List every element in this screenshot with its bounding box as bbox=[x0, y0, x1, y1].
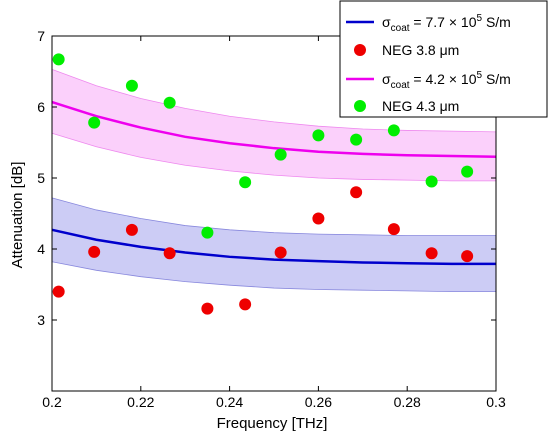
data-point-series-2 bbox=[52, 53, 65, 66]
uncertainty-band-2 bbox=[52, 69, 496, 181]
y-axis-ticks: 3 4 5 6 7 bbox=[37, 28, 496, 328]
data-point-series-1 bbox=[387, 223, 400, 236]
x-tick-label: 0.2 bbox=[42, 394, 62, 410]
x-tick-label: 0.3 bbox=[486, 394, 506, 410]
legend-marker-swatch bbox=[354, 44, 366, 56]
data-point-series-2 bbox=[125, 79, 138, 92]
model-curves bbox=[51, 100, 497, 266]
data-point-series-1 bbox=[201, 302, 214, 315]
data-point-series-2 bbox=[239, 176, 252, 189]
band-upper-edge-1 bbox=[51, 197, 496, 236]
legend-entry-label: σcoat = 4.2 × 105 S/m bbox=[382, 70, 511, 91]
data-point-series-1 bbox=[125, 223, 138, 236]
data-point-series-2 bbox=[88, 116, 101, 129]
y-tick-label: 7 bbox=[37, 28, 45, 44]
legend-box bbox=[339, 0, 548, 118]
band-lower-edge-1 bbox=[51, 261, 496, 293]
data-point-series-1 bbox=[274, 246, 287, 259]
legend-entry-label: σcoat = 7.7 × 105 S/m bbox=[382, 13, 511, 34]
y-tick-label: 5 bbox=[37, 170, 45, 186]
x-tick-label: 0.26 bbox=[305, 394, 332, 410]
data-point-series-1 bbox=[350, 186, 363, 199]
legend-entry-label: NEG 3.8 μm bbox=[382, 42, 459, 58]
band-upper-edge-2 bbox=[51, 68, 497, 133]
legend: σcoat = 7.7 × 105 S/m NEG 3.8 μm σcoat = 4… bbox=[339, 0, 548, 118]
x-tick-label: 0.24 bbox=[216, 394, 243, 410]
data-point-series-1 bbox=[163, 247, 176, 260]
data-point-series-1 bbox=[425, 247, 438, 260]
data-point-series-1 bbox=[239, 298, 252, 311]
data-points bbox=[52, 53, 474, 315]
plot-frame bbox=[51, 35, 497, 392]
y-tick-label: 3 bbox=[37, 312, 45, 328]
legend-marker-swatch bbox=[354, 100, 366, 112]
model-curve-1 bbox=[51, 228, 496, 266]
data-point-series-2 bbox=[350, 133, 363, 146]
model-curve-2 bbox=[51, 100, 497, 158]
data-point-series-1 bbox=[461, 250, 474, 263]
data-point-series-2 bbox=[425, 175, 438, 188]
y-tick-label: 4 bbox=[37, 241, 45, 257]
data-point-series-1 bbox=[52, 285, 65, 298]
uncertainty-band-1 bbox=[52, 197, 496, 292]
y-tick-label: 6 bbox=[37, 99, 45, 115]
x-tick-label: 0.28 bbox=[394, 394, 421, 410]
band-lower-edge-2 bbox=[51, 132, 496, 182]
x-axis-label: Frequency [THz] bbox=[217, 415, 328, 432]
data-point-series-2 bbox=[312, 129, 325, 142]
data-point-series-2 bbox=[274, 148, 287, 161]
data-point-series-2 bbox=[461, 165, 474, 178]
data-point-series-2 bbox=[163, 96, 176, 109]
x-axis-ticks: 0.2 0.22 0.24 0.26 0.28 0.3 bbox=[42, 36, 506, 410]
data-point-series-1 bbox=[312, 212, 325, 225]
uncertainty-bands bbox=[51, 68, 497, 293]
legend-entry-label: NEG 4.3 μm bbox=[382, 98, 459, 114]
y-axis-label: Attenuation [dB] bbox=[9, 162, 26, 269]
data-point-series-2 bbox=[201, 226, 214, 239]
x-tick-label: 0.22 bbox=[127, 394, 154, 410]
data-point-series-1 bbox=[88, 245, 101, 258]
data-point-series-2 bbox=[387, 124, 400, 137]
